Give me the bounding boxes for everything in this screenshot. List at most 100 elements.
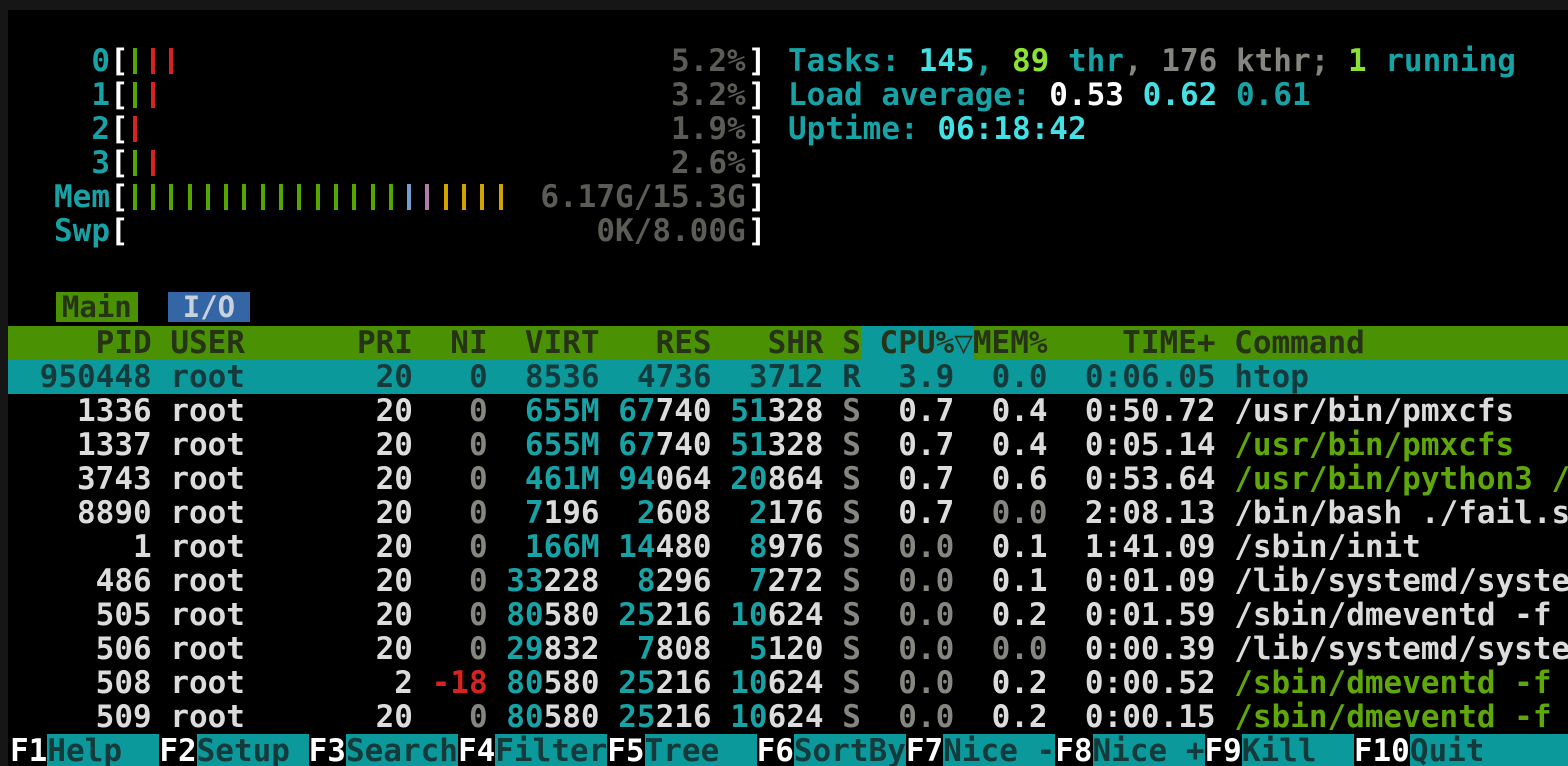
cell-time: 2:08.13 xyxy=(1047,496,1216,530)
tab-io[interactable]: I/O xyxy=(167,292,251,322)
cpu-meter-3: 3[2.6%] xyxy=(21,146,766,180)
column-header-mem[interactable]: MEM% xyxy=(972,326,1048,360)
uptime-line-segment: Uptime: xyxy=(788,111,938,147)
shr-remainder: 272 xyxy=(767,564,824,598)
process-row[interactable]: 1336 root 20 0 655M 67740 51328 S 0.7 0.… xyxy=(8,394,1568,428)
cell-time: 0:01.09 xyxy=(1047,564,1216,598)
fkey-f3[interactable]: F3 Search xyxy=(308,733,458,766)
fkey-f9[interactable]: F9 Kill xyxy=(1204,733,1354,766)
fkey-f10[interactable]: F10 Quit xyxy=(1353,734,1568,766)
meter-bar: 6.17G/15.3G xyxy=(129,180,748,214)
terminal-frame-top xyxy=(0,0,1568,10)
cell-state: S xyxy=(823,462,861,496)
cell-pid: 950448 xyxy=(21,360,171,394)
column-header-user[interactable]: USER xyxy=(170,326,339,360)
meter-close-bracket: ] xyxy=(747,213,767,249)
res-remainder: 740 xyxy=(655,394,712,428)
process-row[interactable]: 506 root 20 0 29832 7808 5120 S 0.0 0.0 … xyxy=(8,632,1568,666)
shr-thousands: 51 xyxy=(711,394,768,428)
meter-bar: 5.2% xyxy=(129,44,748,78)
fkey-f7[interactable]: F7 Nice - xyxy=(905,734,1056,766)
virt-remainder: 536 xyxy=(543,360,600,394)
meter-bar: 0K/8.00G xyxy=(129,214,748,248)
cell-ni: 0 xyxy=(412,394,488,428)
htop-terminal: 0[5.2%] 1[3.2%] 2[1.9%] 3[2.6%] Mem[6.17G/15… xyxy=(8,10,1568,766)
column-header-pri[interactable]: PRI xyxy=(338,326,413,360)
process-row[interactable]: 8890 root 20 0 7196 2608 2176 S 0.7 0.0 … xyxy=(8,496,1568,530)
res-thousands: 8 xyxy=(599,564,656,598)
cell-mem: 0.1 xyxy=(972,530,1048,564)
fkey-number: F3 xyxy=(308,733,346,766)
load-average-line: Load average: 0.53 0.62 0.61 xyxy=(788,78,1516,112)
meter-bar: 3.2% xyxy=(129,78,748,112)
cell-mem: 0.0 xyxy=(972,496,1048,530)
cell-state: S xyxy=(823,700,861,734)
process-row[interactable]: 508 root 2 -18 80580 25216 10624 S 0.0 0… xyxy=(8,666,1568,700)
fkey-number: F6 xyxy=(756,733,794,766)
process-row[interactable]: 486 root 20 0 33228 8296 7272 S 0.0 0.1 … xyxy=(8,564,1568,598)
res-thousands: 2 xyxy=(599,496,656,530)
cell-shr: 2176 xyxy=(712,496,824,530)
fkey-number: F9 xyxy=(1204,733,1242,766)
column-header-pid[interactable]: PID xyxy=(21,326,171,360)
fkey-label: Search xyxy=(345,733,458,766)
res-remainder: 064 xyxy=(655,462,712,496)
virt-remainder: 580 xyxy=(543,598,600,632)
cell-pri: 20 xyxy=(338,360,413,394)
meter-close-bracket: ] xyxy=(747,43,767,79)
cell-command: /usr/bin/pmxcfs xyxy=(1215,428,1515,462)
cell-user: root xyxy=(170,496,339,530)
process-row[interactable]: 3743 root 20 0 461M 94064 20864 S 0.7 0.… xyxy=(8,462,1568,496)
cell-pid: 486 xyxy=(21,564,171,598)
cell-ni: 0 xyxy=(412,428,488,462)
column-header-ni[interactable]: NI xyxy=(412,326,488,360)
res-remainder: 216 xyxy=(655,598,712,632)
virt-thousands: 80 xyxy=(487,666,544,700)
meter-tick-red xyxy=(150,48,155,74)
virt-remainder: 196 xyxy=(543,496,600,530)
column-header-command[interactable]: Command xyxy=(1215,326,1365,360)
cell-res: 67740 xyxy=(600,394,712,428)
cell-pid: 3743 xyxy=(21,462,171,496)
cell-time: 0:00.52 xyxy=(1047,666,1216,700)
load-average-line-segment: 0.62 xyxy=(1142,77,1236,113)
fkey-f8[interactable]: F8 Nice + xyxy=(1055,734,1205,766)
fkey-f6[interactable]: F6 SortBy xyxy=(756,733,906,766)
column-header-shr[interactable]: SHR xyxy=(711,326,824,360)
column-header-time[interactable]: TIME+ xyxy=(1047,326,1216,360)
cell-state: R xyxy=(823,360,861,394)
meter-close-bracket: ] xyxy=(747,145,767,181)
cell-pri: 20 xyxy=(338,462,413,496)
process-row[interactable]: 1 root 20 0 166M 14480 8976 S 0.0 0.1 1:… xyxy=(8,530,1568,564)
res-thousands: 25 xyxy=(599,598,656,632)
cell-user: root xyxy=(170,700,339,734)
fkey-f4[interactable]: F4 Filter xyxy=(457,734,608,766)
fkey-f1[interactable]: F1 Help xyxy=(10,734,160,766)
meter-tick-green xyxy=(132,184,137,210)
fkey-label: SortBy xyxy=(793,733,906,766)
tab-main[interactable]: Main xyxy=(55,292,138,322)
cell-virt: 80580 xyxy=(488,598,600,632)
process-row[interactable]: 509 root 20 0 80580 25216 10624 S 0.0 0.… xyxy=(8,700,1568,734)
cell-res: 25216 xyxy=(600,666,711,700)
cpu-meter-2: 2[1.9%] xyxy=(21,112,766,146)
column-header-cpu-sorted[interactable]: CPU%▽ xyxy=(860,326,973,360)
cell-virt: 80580 xyxy=(487,666,599,700)
cell-state: S xyxy=(823,598,861,632)
cell-command: /sbin/dmeventd -f xyxy=(1215,666,1552,700)
cell-command: /usr/bin/pmxcfs xyxy=(1215,394,1515,428)
column-header-state[interactable]: S xyxy=(823,326,861,360)
process-row[interactable]: 950448 root 20 0 8536 4736 3712 R 3.9 0.… xyxy=(8,360,1568,394)
process-row[interactable]: 505 root 20 0 80580 25216 10624 S 0.0 0.… xyxy=(8,598,1568,632)
shr-remainder: 712 xyxy=(767,360,824,394)
process-row[interactable]: 1337 root 20 0 655M 67740 51328 S 0.7 0.… xyxy=(8,428,1568,462)
fkey-f5[interactable]: F5 Tree xyxy=(607,734,757,766)
cell-shr: 10624 xyxy=(712,700,823,734)
meter-tick-red xyxy=(150,150,155,176)
column-header-virt[interactable]: VIRT xyxy=(487,326,600,360)
fkey-f2[interactable]: F2 Setup xyxy=(159,734,309,766)
meter-label: 1 xyxy=(91,77,110,113)
column-header-res[interactable]: RES xyxy=(599,326,712,360)
cell-pri: 20 xyxy=(338,428,413,462)
cell-pid: 508 xyxy=(21,666,171,700)
